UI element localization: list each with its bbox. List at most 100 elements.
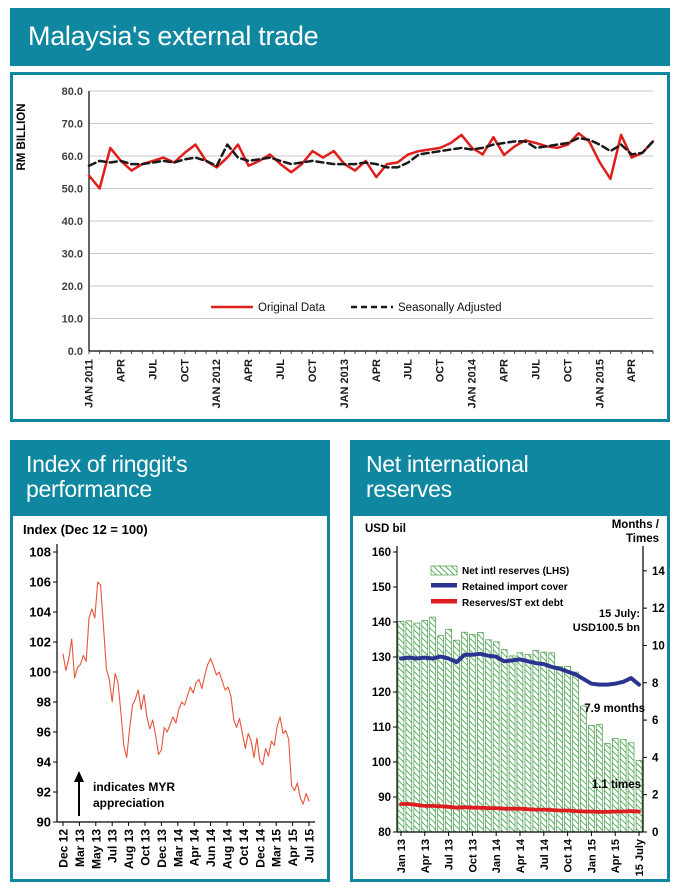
y-tick-label: 106	[29, 575, 51, 590]
ringgit-header: Index of ringgit's performance	[13, 443, 327, 516]
reserve-bar	[548, 652, 556, 833]
callout-15-july-line2: USD100.5 bn	[573, 622, 641, 634]
x-tick-label: JAN 2014	[467, 358, 479, 408]
external-trade-header: Malaysia's external trade	[10, 8, 670, 66]
ringgit-title-line1: Index of ringgit's	[26, 451, 188, 477]
ringgit-index-chart: Index (Dec 12 = 100) 108 106 104 102 100 98 96 9…	[23, 522, 317, 869]
x-tick-label: Aug 13	[122, 829, 136, 869]
x-tick-label: APR	[115, 359, 127, 382]
card-net-reserves: Net international reserves USD bil Months …	[350, 440, 670, 882]
reserve-bar	[532, 649, 540, 833]
x-tick-label: OCT	[562, 359, 574, 383]
annotation-myr-appreciation: indicates MYR appreciation	[74, 771, 175, 816]
y-axis: 80.0 70.0 60.0 50.0 40.0 30.0 20.0 10.0 0.0 RM BI…	[16, 86, 90, 358]
left-tick-label: 140	[372, 617, 391, 629]
ringgit-title-line2: performance	[26, 476, 152, 502]
legend-label-reserves: Net intl reserves (LHS)	[462, 566, 569, 577]
x-tick-label: JAN 2011	[84, 359, 96, 408]
y-tick-label: 40.0	[62, 216, 83, 228]
left-tick-label: 90	[378, 792, 391, 804]
reserves-title-line2: reserves	[366, 476, 452, 502]
legend-label-original-data: Original Data	[258, 302, 326, 314]
legend: Net intl reserves (LHS) Retained import c…	[430, 565, 569, 609]
x-tick-label: APR	[243, 359, 255, 382]
reserves-bars	[397, 616, 643, 833]
x-tick-label: Jan 13	[396, 839, 408, 873]
series-seasonally-adjusted	[87, 136, 655, 169]
reserve-bar	[461, 631, 468, 833]
x-tick-label: Oct 14	[563, 838, 575, 873]
x-tick-label: Jul 14	[539, 838, 551, 870]
label-1-1-times: 1.1 times	[592, 779, 641, 791]
x-tick-label: 15 July	[634, 838, 646, 876]
x-tick-label: Apr 13	[420, 839, 432, 873]
y-tick-label: 30.0	[62, 249, 83, 261]
x-tick-label: OCT	[307, 359, 319, 383]
x-tick-label: JUL	[275, 359, 287, 380]
series-original-data	[87, 132, 655, 190]
left-axis: 160 150 140 130 120 110 100 90 80	[372, 546, 398, 839]
x-axis: Jan 13 Apr 13 Jul 13 Oct 13 Jan 14 Apr 14 Jul …	[396, 831, 646, 876]
x-tick-label: JUL	[530, 359, 542, 380]
right-axis: 14 12 10 8 6 4 2 0	[642, 546, 665, 839]
external-trade-chart: 80.0 70.0 60.0 50.0 40.0 30.0 20.0 10.0 0.0 RM BI…	[16, 86, 655, 409]
reserves-header: Net international reserves	[353, 443, 667, 516]
net-reserves-chart: USD bil Months /Times16015014013012011010…	[365, 519, 665, 876]
x-tick-label: Mar 14	[171, 829, 185, 867]
y-tick-label: 50.0	[62, 184, 83, 196]
x-tick-label: Jan 14	[491, 838, 503, 873]
gridlines	[89, 90, 653, 319]
left-tick-label: 130	[372, 652, 391, 664]
callout-15-july-line1: 15 July:	[599, 608, 640, 620]
x-tick-label: APR	[371, 359, 383, 382]
x-tick-label: Apr 15	[610, 839, 622, 873]
external-trade-chart-box: 80.0 70.0 60.0 50.0 40.0 30.0 20.0 10.0 0.0 RM BI…	[10, 72, 670, 422]
reserve-bar	[477, 632, 484, 833]
annotation-line2: appreciation	[93, 796, 164, 810]
left-tick-label: 110	[372, 722, 391, 734]
reserve-bar	[429, 616, 436, 833]
left-tick-label: 150	[372, 582, 391, 594]
left-tick-label: 160	[372, 547, 391, 559]
annotation-line1: indicates MYR	[93, 780, 175, 794]
y-tick-label: 102	[29, 635, 51, 650]
card-external-trade: Malaysia's external trade 80.0 70.0 60.0 50…	[10, 8, 670, 422]
x-tick-label: JUL	[147, 359, 159, 380]
label-7-9-months: 7.9 months	[584, 703, 645, 715]
reserve-bar	[405, 620, 413, 833]
reserve-bar	[564, 666, 571, 833]
reserves-title: Net international reserves	[353, 443, 667, 502]
x-tick-label: Oct 13	[467, 839, 479, 873]
card-ringgit-index: Index of ringgit's performance Index (Dec…	[10, 440, 330, 882]
y-tick-label: 60.0	[62, 151, 83, 163]
right-axis-title-line1: Months /	[612, 519, 660, 531]
x-tick-label: JUL	[403, 359, 415, 380]
y-tick-label: 98	[37, 695, 51, 710]
y-tick-label: 10.0	[62, 314, 83, 326]
y-tick-label: 96	[37, 725, 51, 740]
ringgit-title: Index of ringgit's performance	[13, 443, 327, 502]
y-tick-label: 104	[29, 605, 51, 620]
reserve-bar	[508, 655, 516, 833]
y-tick-label: 90	[37, 815, 51, 830]
reserve-bar	[469, 634, 476, 833]
x-tick-label: JAN 2012	[211, 359, 223, 409]
reserve-bar	[484, 639, 492, 833]
x-tick-label: JAN 2015	[594, 359, 606, 409]
reserve-bar	[500, 649, 508, 833]
y-tick-label: 94	[37, 755, 52, 770]
x-tick-label: Jul 15	[303, 829, 317, 863]
legend-label-import-cover: Retained import cover	[462, 582, 568, 593]
left-tick-label: 100	[372, 757, 391, 769]
x-tick-label: Apr 15	[286, 829, 300, 867]
x-tick-label: Jun 14	[204, 829, 218, 867]
bottom-charts-row: Index of ringgit's performance Index (Dec…	[10, 440, 670, 882]
y-axis-title: RM BILLION	[16, 103, 28, 170]
x-tick-label: May 13	[89, 829, 103, 869]
x-tick-label: Dec 12	[57, 829, 71, 868]
x-tick-label: Aug 14	[221, 829, 235, 869]
x-tick-label: Mar 15	[270, 829, 284, 867]
right-tick-label: 6	[652, 715, 658, 727]
x-tick-label: Jul 13	[106, 829, 120, 863]
